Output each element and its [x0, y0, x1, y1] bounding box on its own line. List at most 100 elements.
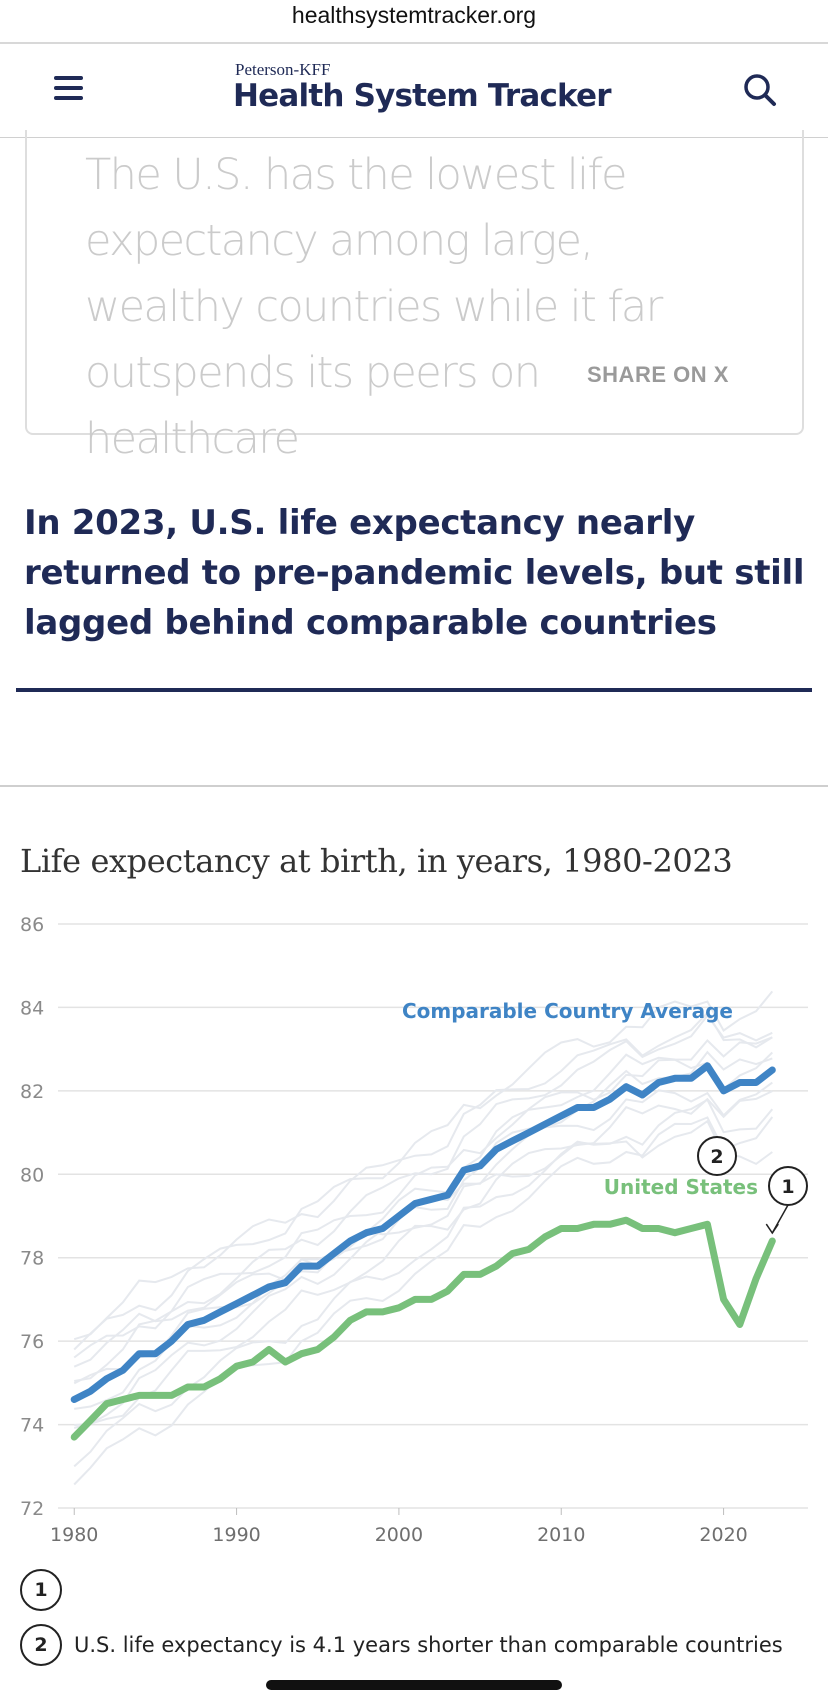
- share-on-x-link[interactable]: SHARE ON X: [587, 362, 729, 387]
- united-states-point-1982[interactable]: [103, 1400, 111, 1408]
- united-states-point-1985[interactable]: [151, 1391, 159, 1399]
- united-states-point-2000[interactable]: [395, 1304, 403, 1312]
- comparable-average-point-1986[interactable]: [168, 1337, 176, 1345]
- comparable-average-point-2003[interactable]: [444, 1191, 452, 1199]
- browser-url-bar[interactable]: healthsystemtracker.org: [0, 0, 828, 44]
- united-states-point-1990[interactable]: [233, 1362, 241, 1370]
- comparable-average-point-1998[interactable]: [362, 1229, 370, 1237]
- comparable-average-point-2007[interactable]: [509, 1137, 517, 1145]
- united-states-point-2004[interactable]: [460, 1270, 468, 1278]
- comparable-average-point-1985[interactable]: [151, 1350, 159, 1358]
- united-states-line[interactable]: [70, 1216, 776, 1441]
- united-states-point-2015[interactable]: [638, 1225, 646, 1233]
- annotation-marker-1[interactable]: 1: [768, 1166, 808, 1206]
- united-states-point-2017[interactable]: [671, 1229, 679, 1237]
- comparable-average-point-1992[interactable]: [265, 1283, 273, 1291]
- united-states-point-1981[interactable]: [86, 1416, 94, 1424]
- comparable-average-point-2008[interactable]: [525, 1129, 533, 1137]
- united-states-point-2007[interactable]: [509, 1250, 517, 1258]
- united-states-point-1988[interactable]: [200, 1383, 208, 1391]
- comparable-average-point-2004[interactable]: [460, 1166, 468, 1174]
- logo-subtitle[interactable]: Peterson-KFF: [235, 60, 331, 79]
- hamburger-menu-icon[interactable]: [54, 76, 84, 100]
- united-states-point-2006[interactable]: [492, 1262, 500, 1270]
- united-states-point-1994[interactable]: [298, 1350, 306, 1358]
- comparable-average-point-1993[interactable]: [281, 1279, 289, 1287]
- comparable-average-point-2016[interactable]: [655, 1079, 663, 1087]
- united-states-point-1996[interactable]: [330, 1333, 338, 1341]
- united-states-point-2008[interactable]: [525, 1245, 533, 1253]
- footnote-marker-1[interactable]: 1: [20, 1569, 62, 1611]
- united-states-point-1997[interactable]: [346, 1316, 354, 1324]
- united-states-point-2022[interactable]: [752, 1275, 760, 1283]
- united-states-point-1995[interactable]: [314, 1345, 322, 1353]
- comparable-average-point-2020[interactable]: [720, 1087, 728, 1095]
- comparable-average-point-1987[interactable]: [184, 1320, 192, 1328]
- url-text[interactable]: healthsystemtracker.org: [291, 2, 537, 28]
- united-states-point-1999[interactable]: [379, 1308, 387, 1316]
- united-states-point-2002[interactable]: [427, 1295, 435, 1303]
- united-states-point-1986[interactable]: [168, 1391, 176, 1399]
- united-states-point-2018[interactable]: [687, 1225, 695, 1233]
- comparable-average-point-1991[interactable]: [249, 1291, 257, 1299]
- united-states-point-2019[interactable]: [703, 1220, 711, 1228]
- united-states-point-2005[interactable]: [476, 1270, 484, 1278]
- comparable-average-point-2023[interactable]: [768, 1066, 776, 1074]
- united-states-point-2009[interactable]: [541, 1233, 549, 1241]
- comparable-average-point-2006[interactable]: [492, 1145, 500, 1153]
- united-states-point-1992[interactable]: [265, 1345, 273, 1353]
- comparable-average-point-1982[interactable]: [103, 1375, 111, 1383]
- united-states-point-2023[interactable]: [768, 1237, 776, 1245]
- comparable-average-point-2019[interactable]: [703, 1062, 711, 1070]
- comparable-average-point-2005[interactable]: [476, 1162, 484, 1170]
- united-states-point-2010[interactable]: [557, 1225, 565, 1233]
- comparable-average-point-2002[interactable]: [427, 1195, 435, 1203]
- united-states-point-1991[interactable]: [249, 1358, 257, 1366]
- comparable-average-point-1997[interactable]: [346, 1237, 354, 1245]
- comparable-average-point-1994[interactable]: [298, 1262, 306, 1270]
- comparable-average-point-2021[interactable]: [736, 1079, 744, 1087]
- united-states-point-1989[interactable]: [216, 1375, 224, 1383]
- united-states-point-1998[interactable]: [362, 1308, 370, 1316]
- united-states-point-2013[interactable]: [606, 1220, 614, 1228]
- comparable-average-point-2009[interactable]: [541, 1120, 549, 1128]
- comparable-average-point-1990[interactable]: [233, 1300, 241, 1308]
- comparable-average-point-1996[interactable]: [330, 1250, 338, 1258]
- united-states-point-2001[interactable]: [411, 1295, 419, 1303]
- united-states-point-2003[interactable]: [444, 1287, 452, 1295]
- united-states-point-1987[interactable]: [184, 1383, 192, 1391]
- comparable-average-point-1988[interactable]: [200, 1316, 208, 1324]
- united-states-point-2012[interactable]: [590, 1220, 598, 1228]
- comparable-average-point-1999[interactable]: [379, 1225, 387, 1233]
- comparable-average-point-1980[interactable]: [70, 1396, 78, 1404]
- footnote-marker-2[interactable]: 2: [20, 1624, 62, 1666]
- united-states-point-1980[interactable]: [70, 1433, 78, 1441]
- comparable-average-point-2001[interactable]: [411, 1199, 419, 1207]
- united-states-point-2021[interactable]: [736, 1320, 744, 1328]
- logo-title[interactable]: Health System Tracker: [233, 78, 612, 114]
- comparable-average-point-2011[interactable]: [573, 1104, 581, 1112]
- comparable-average-point-2015[interactable]: [638, 1091, 646, 1099]
- comparable-average-point-2017[interactable]: [671, 1074, 679, 1082]
- comparable-average-point-1995[interactable]: [314, 1262, 322, 1270]
- comparable-average-point-2000[interactable]: [395, 1212, 403, 1220]
- comparable-average-point-2022[interactable]: [752, 1079, 760, 1087]
- united-states-point-1984[interactable]: [135, 1391, 143, 1399]
- comparable-average-point-2010[interactable]: [557, 1112, 565, 1120]
- comparable-average-point-2012[interactable]: [590, 1104, 598, 1112]
- united-states-point-2016[interactable]: [655, 1225, 663, 1233]
- comparable-average-point-1984[interactable]: [135, 1350, 143, 1358]
- comparable-average-point-1981[interactable]: [86, 1387, 94, 1395]
- united-states-point-1983[interactable]: [119, 1396, 127, 1404]
- comparable-average-point-1983[interactable]: [119, 1366, 127, 1374]
- annotation-marker-2[interactable]: 2: [697, 1136, 737, 1176]
- united-states-point-2011[interactable]: [573, 1225, 581, 1233]
- comparable-average-point-2014[interactable]: [622, 1083, 630, 1091]
- comparable-average-line[interactable]: [70, 1062, 776, 1403]
- united-states-point-2014[interactable]: [622, 1216, 630, 1224]
- comparable-average-point-2018[interactable]: [687, 1074, 695, 1082]
- united-states-point-1993[interactable]: [281, 1358, 289, 1366]
- comparable-average-point-2013[interactable]: [606, 1095, 614, 1103]
- comparable-average-point-1989[interactable]: [216, 1308, 224, 1316]
- united-states-point-2020[interactable]: [720, 1295, 728, 1303]
